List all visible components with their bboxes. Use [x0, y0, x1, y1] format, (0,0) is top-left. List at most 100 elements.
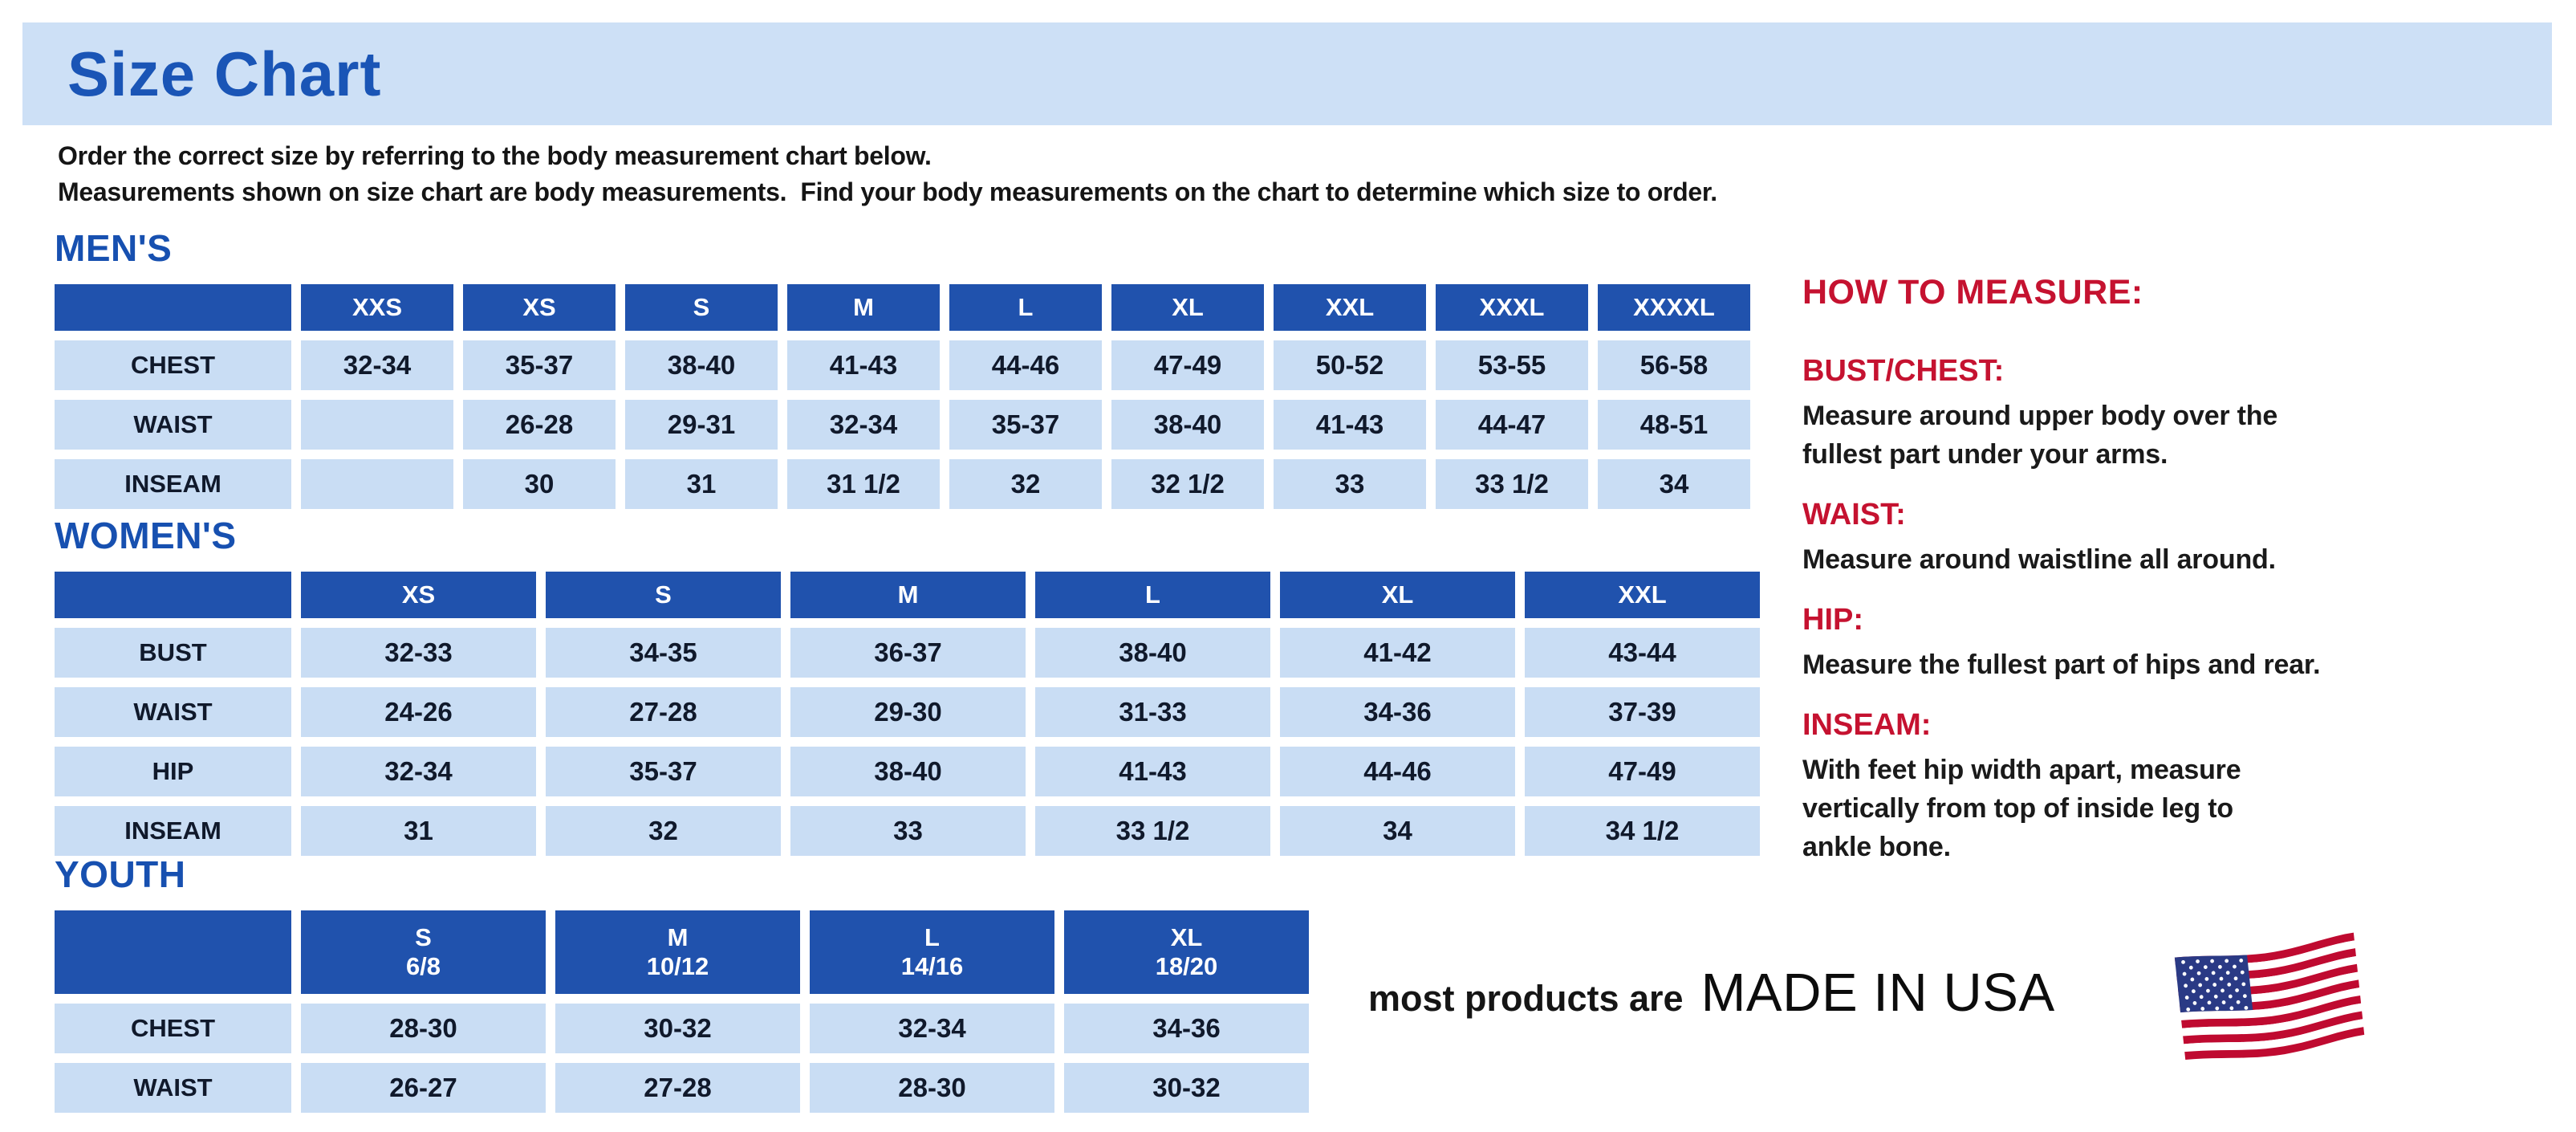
youth-section: YOUTH S 6/8 M 10/12 L 14/16 XL 18/20 CHEST 28-30 3…: [55, 853, 1309, 1113]
made-in-usa-line: most products are MADE IN USA: [1368, 962, 2055, 1024]
row-label: CHEST: [55, 340, 291, 390]
column-header: XL 18/20: [1064, 910, 1309, 994]
column-header: M: [787, 284, 940, 331]
intro-line-1: Order the correct size by referring to t…: [58, 141, 932, 170]
size-cell: 33 1/2: [1035, 806, 1270, 856]
size-cell: 27-28: [546, 687, 781, 737]
row-label: CHEST: [55, 1004, 291, 1053]
column-header: M: [790, 572, 1026, 618]
corner-cell: [55, 284, 291, 331]
size-cell: 32: [546, 806, 781, 856]
row-label: WAIST: [55, 400, 291, 450]
size-cell: 32: [949, 459, 1102, 509]
page-title: Size Chart: [67, 38, 382, 109]
us-flag-icon: [2165, 931, 2382, 1092]
size-cell: 38-40: [1111, 400, 1264, 450]
measure-text: Measure the fullest part of hips and rea…: [1802, 649, 2321, 680]
size-cell: 35-37: [463, 340, 616, 390]
size-cell: 44-46: [949, 340, 1102, 390]
made-in-usa-text: MADE IN USA: [1700, 963, 2055, 1023]
made-in-usa-prefix: most products are: [1368, 978, 1684, 1019]
size-cell: 32-34: [301, 747, 536, 796]
column-header: L: [949, 284, 1102, 331]
row-label: BUST: [55, 628, 291, 678]
measure-label: HIP:: [1802, 603, 1863, 637]
row-label: INSEAM: [55, 806, 291, 856]
column-header: S: [625, 284, 778, 331]
size-cell: 44-46: [1280, 747, 1515, 796]
size-cell: 44-47: [1436, 400, 1588, 450]
column-header: XXL: [1274, 284, 1426, 331]
size-cell: 26-28: [463, 400, 616, 450]
size-cell: 41-43: [1035, 747, 1270, 796]
column-header: M 10/12: [555, 910, 800, 994]
size-cell: 33: [1274, 459, 1426, 509]
size-cell: 34 1/2: [1525, 806, 1760, 856]
size-cell: 47-49: [1111, 340, 1264, 390]
size-cell: 31-33: [1035, 687, 1270, 737]
size-cell: 29-30: [790, 687, 1026, 737]
measure-text: With feet hip width apart, measure verti…: [1802, 755, 2241, 862]
size-cell: 34-35: [546, 628, 781, 678]
size-cell: 32-34: [787, 400, 940, 450]
size-cell: 30: [463, 459, 616, 509]
size-cell: 31: [625, 459, 778, 509]
womens-size-table: XS S M L XL XXL BUST 32-33 34-35 36-37 38-40 41-42 4…: [55, 572, 1760, 856]
size-cell: 35-37: [949, 400, 1102, 450]
measure-label: BUST/CHEST:: [1802, 354, 2005, 388]
size-cell: 56-58: [1598, 340, 1750, 390]
column-header: XXS: [301, 284, 453, 331]
size-cell: 26-27: [301, 1063, 546, 1113]
row-label: HIP: [55, 747, 291, 796]
size-cell: 29-31: [625, 400, 778, 450]
column-header: XL: [1111, 284, 1264, 331]
youth-heading: YOUTH: [55, 853, 186, 895]
intro-line-2: Measurements shown on size chart are bod…: [58, 177, 1717, 206]
page-title-banner: Size Chart: [22, 22, 2552, 125]
womens-heading: WOMEN'S: [55, 515, 237, 556]
size-cell: 36-37: [790, 628, 1026, 678]
how-to-measure-items: BUST/CHEST: Measure around upper body ove…: [1802, 354, 2565, 866]
size-cell: 53-55: [1436, 340, 1588, 390]
column-header: L: [1035, 572, 1270, 618]
row-label: WAIST: [55, 687, 291, 737]
size-cell: 33 1/2: [1436, 459, 1588, 509]
size-cell: 38-40: [625, 340, 778, 390]
womens-section: WOMEN'S XS S M L XL XXL BUST 32-33 34-35 36-37 38-…: [55, 514, 1760, 856]
size-cell: 38-40: [790, 747, 1026, 796]
how-to-measure-heading: HOW TO MEASURE:: [1802, 273, 2143, 312]
size-cell: 31 1/2: [787, 459, 940, 509]
size-cell: 32 1/2: [1111, 459, 1264, 509]
size-cell: [301, 400, 453, 450]
size-cell: 30-32: [555, 1004, 800, 1053]
youth-size-table: S 6/8 M 10/12 L 14/16 XL 18/20 CHEST 28-30 30-32 32…: [55, 910, 1309, 1113]
size-cell: 43-44: [1525, 628, 1760, 678]
size-cell: 37-39: [1525, 687, 1760, 737]
column-header: S: [546, 572, 781, 618]
size-cell: 47-49: [1525, 747, 1760, 796]
mens-heading: MEN'S: [55, 227, 173, 269]
size-cell: 41-43: [1274, 400, 1426, 450]
intro-text: Order the correct size by referring to t…: [58, 138, 1717, 210]
size-cell: 33: [790, 806, 1026, 856]
how-to-measure-panel: HOW TO MEASURE: BUST/CHEST: Measure aroun…: [1802, 273, 2565, 866]
size-cell: 28-30: [301, 1004, 546, 1053]
size-cell: 34: [1280, 806, 1515, 856]
size-cell: 48-51: [1598, 400, 1750, 450]
size-cell: 24-26: [301, 687, 536, 737]
size-cell: 31: [301, 806, 536, 856]
size-cell: 32-33: [301, 628, 536, 678]
column-header: S 6/8: [301, 910, 546, 994]
size-cell: 32-34: [301, 340, 453, 390]
size-cell: 32-34: [810, 1004, 1054, 1053]
size-cell: 34-36: [1064, 1004, 1309, 1053]
column-header: XL: [1280, 572, 1515, 618]
column-header: XXXXL: [1598, 284, 1750, 331]
size-cell: 35-37: [546, 747, 781, 796]
row-label: WAIST: [55, 1063, 291, 1113]
size-cell: 28-30: [810, 1063, 1054, 1113]
size-cell: 30-32: [1064, 1063, 1309, 1113]
column-header: XXL: [1525, 572, 1760, 618]
corner-cell: [55, 910, 291, 994]
corner-cell: [55, 572, 291, 618]
